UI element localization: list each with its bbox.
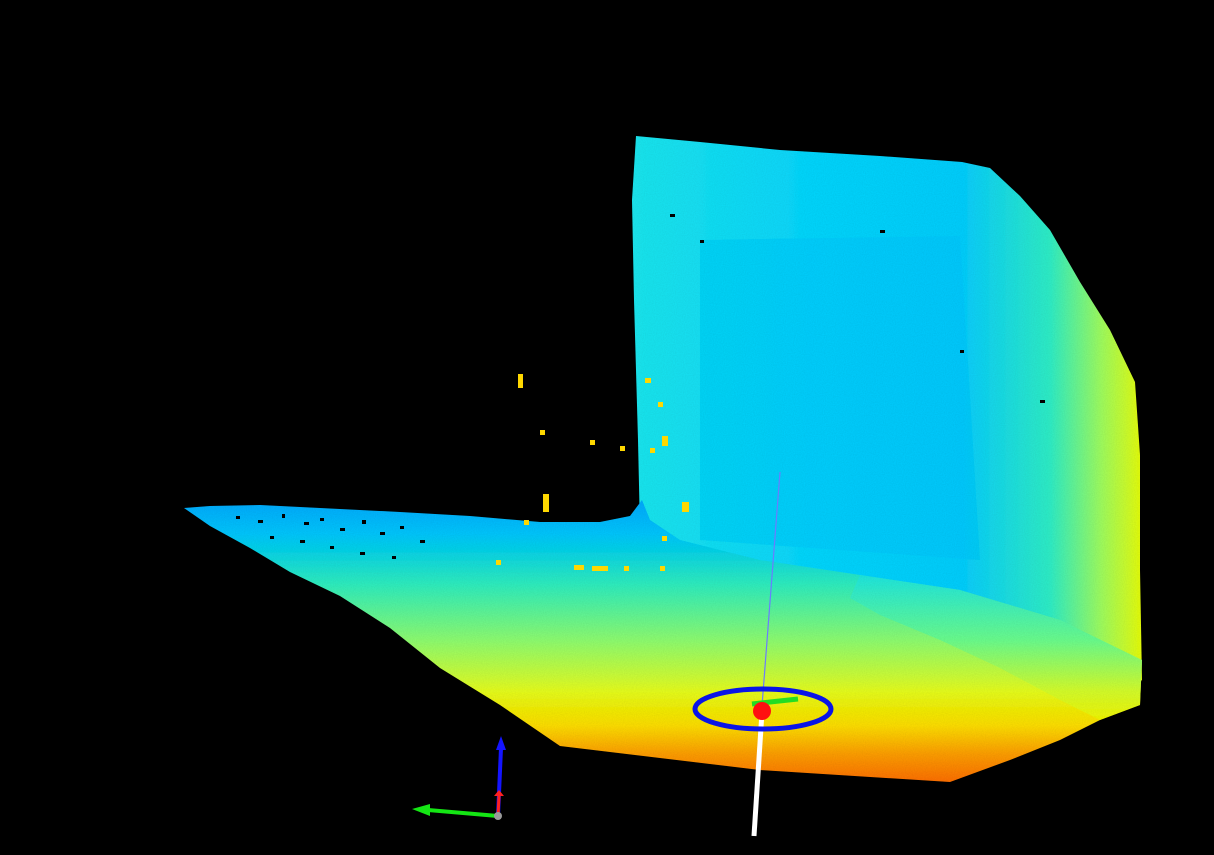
outlier-points (496, 374, 689, 571)
axis-gizmo-icon (412, 736, 506, 820)
marker-stem (751, 711, 765, 837)
marker-ray (761, 471, 781, 707)
target-dot-icon[interactable] (753, 702, 771, 720)
wall-shadow-band (700, 236, 980, 560)
floor-surface (184, 500, 1142, 782)
ring-marker-icon[interactable] (692, 686, 834, 732)
floor-right-surface (850, 575, 1142, 720)
point-cloud-icon (184, 136, 1142, 782)
scan-gaps (236, 214, 1045, 559)
